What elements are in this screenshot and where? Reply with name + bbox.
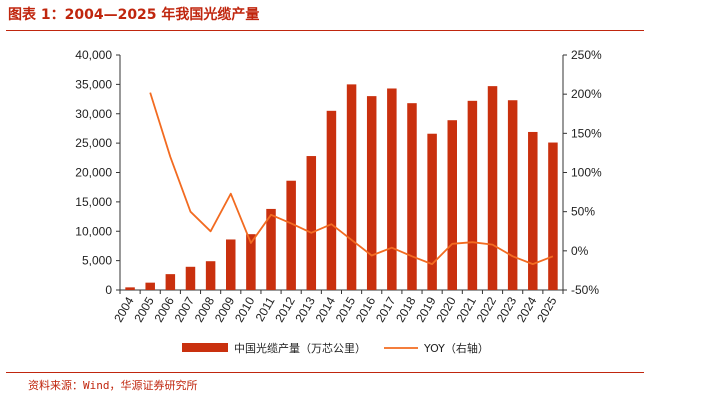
x-tick-label: 2022: [474, 294, 500, 324]
bar-2015: [346, 84, 357, 290]
bar-2008: [205, 261, 216, 290]
y-right-tick-label: 250%: [571, 48, 602, 62]
bar-2016: [366, 96, 377, 290]
y-right-tick-label: -50%: [571, 283, 599, 297]
bar-2020: [447, 120, 457, 291]
x-tick-label: 2018: [393, 294, 419, 324]
source-note: 资料来源：Wind，华源证券研究所: [28, 379, 198, 392]
x-tick-label: 2012: [272, 294, 298, 324]
x-tick-label: 2008: [192, 294, 218, 324]
x-tick-label: 2004: [111, 294, 137, 324]
bar-2023: [507, 100, 518, 290]
x-tick-label: 2019: [413, 294, 439, 324]
footer-divider: [6, 372, 644, 373]
x-tick-label: 2023: [494, 294, 520, 324]
x-tick-label: 2015: [333, 294, 359, 324]
bar-2013: [306, 156, 317, 290]
bar-2007: [185, 266, 196, 290]
y-right-tick-label: 0%: [571, 244, 589, 258]
bar-2022: [487, 86, 498, 290]
x-tick-label: 2005: [131, 294, 157, 324]
bar-2018: [407, 103, 417, 290]
bar-2025: [548, 142, 558, 290]
x-tick-label: 2007: [172, 294, 198, 324]
x-tick-label: 2010: [232, 294, 258, 324]
legend-label-bars: 中国光缆产量（万芯公里）: [234, 341, 366, 355]
bar-2019: [427, 133, 437, 290]
x-tick-label: 2025: [534, 294, 560, 324]
legend-swatch-bars: [182, 343, 228, 352]
x-tick-label: 2006: [151, 294, 177, 324]
y-right-tick-label: 100%: [571, 166, 602, 180]
y-left-tick-label: 15,000: [75, 195, 112, 209]
bar-2004: [125, 287, 135, 290]
title-divider: [6, 30, 644, 31]
legend-label-line: YOY（右轴）: [423, 341, 489, 355]
y-right-tick-label: 200%: [571, 87, 602, 101]
y-left-tick-label: 25,000: [75, 136, 112, 150]
x-tick-label: 2024: [514, 294, 540, 324]
chart-svg: 0 5,000 10,000 15,000 20,000 25,000 30,000 35,0…: [75, 48, 602, 355]
bar-2006: [165, 274, 176, 290]
chart-line: [149, 92, 554, 266]
y-left-tick-label: 0: [105, 283, 112, 297]
y-left-tick-label: 30,000: [75, 107, 112, 121]
bar-2009: [226, 239, 236, 290]
y-right-tick-label: 150%: [571, 126, 602, 140]
x-tick-label: 2009: [212, 294, 238, 324]
bar-2021: [467, 100, 478, 290]
y-right-tick-label: 50%: [571, 205, 595, 219]
page-title: 图表 1：2004—2025 年我国光缆产量: [8, 7, 260, 23]
x-tick-label: 2014: [313, 294, 339, 324]
chart-bars: [125, 84, 558, 291]
y-left-tick-label: 20,000: [75, 166, 112, 180]
bar-2011: [266, 208, 276, 290]
bar-2012: [286, 180, 296, 290]
y-left-tick-label: 40,000: [75, 48, 112, 62]
bar-2024: [528, 131, 538, 290]
bar-2005: [145, 282, 155, 290]
chart-legend: 中国光缆产量（万芯公里） YOY（右轴）: [182, 341, 489, 355]
y-left-tick-label: 10,000: [75, 224, 112, 238]
x-tick-label: 2020: [433, 294, 459, 324]
bar-2014: [326, 110, 337, 290]
y-left-tick-label: 5,000: [82, 254, 112, 268]
x-tick-label: 2017: [373, 294, 399, 324]
x-tick-label: 2013: [292, 294, 318, 324]
x-tick-label: 2016: [353, 294, 379, 324]
bar-2017: [387, 88, 397, 290]
y-left-tick-label: 35,000: [75, 77, 112, 91]
bar-2010: [246, 234, 256, 290]
x-tick-label: 2021: [454, 294, 480, 324]
